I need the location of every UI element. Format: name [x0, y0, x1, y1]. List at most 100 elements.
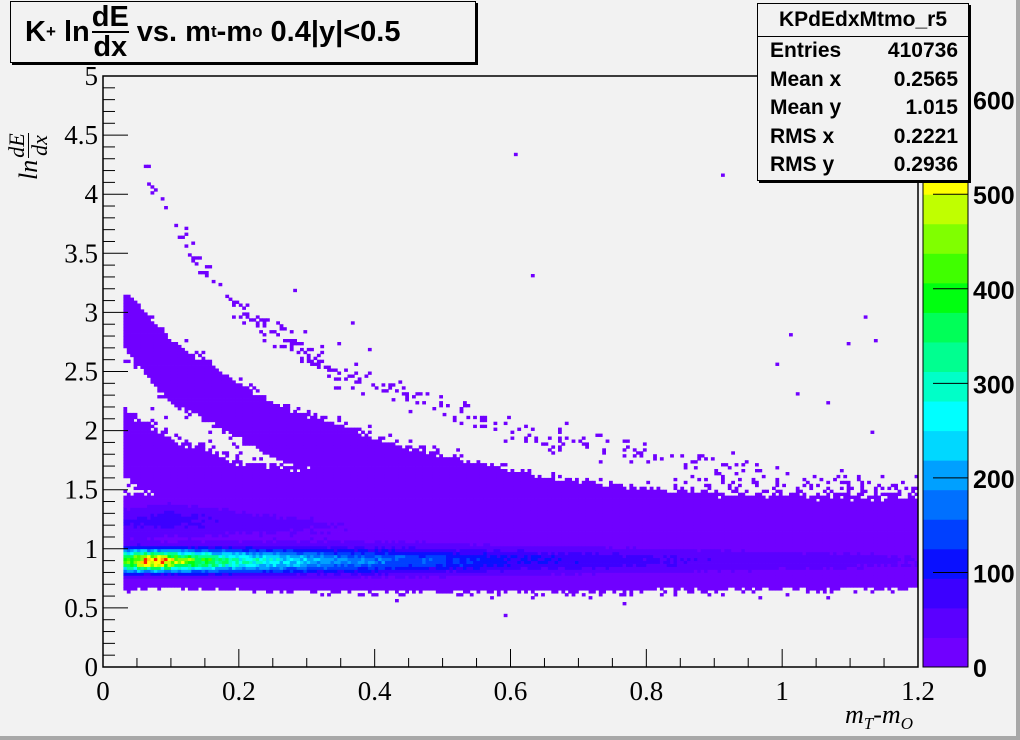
histogram-bin — [306, 507, 311, 511]
histogram-bin — [170, 457, 175, 461]
histogram-bin — [204, 537, 209, 541]
histogram-bin — [300, 498, 304, 502]
histogram-bin — [221, 412, 226, 417]
histogram-bin — [204, 557, 209, 562]
histogram-bin — [218, 418, 223, 423]
histogram-bin — [262, 398, 267, 402]
histogram-bin — [184, 489, 189, 494]
histogram-bin — [252, 504, 257, 508]
histogram-bin — [211, 395, 216, 399]
histogram-bin — [218, 545, 223, 550]
histogram-bin — [235, 389, 240, 393]
histogram-bin — [242, 513, 246, 517]
histogram-bin — [160, 342, 165, 346]
histogram-bin — [184, 474, 189, 479]
histogram-bin — [181, 498, 185, 502]
histogram-bin — [137, 466, 141, 470]
histogram-bin — [204, 412, 209, 417]
histogram-bin — [266, 560, 270, 564]
histogram-bin — [316, 557, 321, 562]
histogram-bin — [289, 569, 294, 573]
histogram-bin — [252, 554, 257, 559]
histogram-bin — [238, 492, 243, 497]
histogram-bin — [191, 519, 196, 523]
histogram-bin — [143, 539, 148, 544]
histogram-bin — [269, 534, 274, 538]
histogram-bin — [215, 569, 219, 573]
histogram-bin — [266, 590, 270, 594]
histogram-bin — [279, 451, 284, 455]
histogram-bin — [310, 451, 314, 455]
histogram-bin — [361, 557, 365, 562]
histogram-bin — [374, 560, 379, 564]
histogram-bin — [177, 519, 182, 523]
histogram-bin — [184, 569, 189, 573]
histogram-bin — [187, 584, 192, 588]
histogram-bin — [126, 474, 131, 479]
histogram-bin — [354, 501, 359, 505]
histogram-bin — [289, 578, 294, 582]
histogram-bin — [340, 507, 345, 511]
histogram-bin — [225, 563, 230, 567]
histogram-bin — [225, 389, 230, 393]
histogram-bin — [333, 548, 338, 553]
histogram-bin — [303, 486, 308, 491]
histogram-bin — [245, 483, 250, 488]
histogram-bin — [123, 501, 128, 505]
histogram-bin — [347, 566, 352, 570]
histogram-bin — [269, 445, 274, 449]
histogram-bin — [330, 581, 335, 585]
histogram-bin — [194, 483, 199, 488]
histogram-bin — [344, 531, 348, 535]
histogram-bin — [164, 516, 168, 520]
histogram-bin — [245, 392, 250, 396]
histogram-bin — [133, 557, 138, 562]
histogram-bin — [140, 522, 145, 526]
histogram-bin — [333, 495, 338, 499]
histogram-bin — [347, 560, 352, 564]
histogram-bin — [235, 507, 240, 511]
histogram-bin — [262, 557, 267, 562]
histogram-bin — [157, 492, 162, 497]
histogram-bin — [126, 312, 131, 316]
histogram-bin — [252, 531, 257, 535]
histogram-bin — [201, 563, 206, 567]
histogram-bin — [330, 457, 335, 461]
histogram-bin — [296, 578, 301, 582]
histogram-bin — [279, 557, 284, 562]
histogram-bin — [218, 398, 223, 402]
histogram-bin — [184, 510, 189, 514]
histogram-bin — [140, 433, 145, 437]
histogram-bin — [259, 501, 263, 505]
histogram-bin — [300, 495, 304, 499]
histogram-bin — [276, 542, 280, 547]
histogram-bin — [123, 424, 128, 429]
histogram-bin — [218, 531, 223, 535]
histogram-bin — [306, 480, 311, 485]
histogram-bin — [225, 418, 230, 423]
histogram-bin — [147, 327, 151, 331]
histogram-bin — [184, 557, 189, 562]
histogram-bin — [252, 498, 257, 502]
histogram-bin — [123, 427, 128, 431]
histogram-bin — [177, 386, 182, 390]
histogram-bin — [249, 442, 253, 446]
histogram-bin — [174, 519, 179, 523]
histogram-bin — [201, 542, 206, 547]
histogram-bin — [323, 463, 328, 467]
histogram-bin — [364, 457, 369, 461]
histogram-bin — [187, 463, 192, 467]
histogram-bin — [218, 424, 223, 429]
histogram-bin — [354, 554, 359, 559]
histogram-bin — [286, 539, 291, 544]
histogram-bin — [242, 483, 246, 488]
histogram-bin — [160, 377, 165, 381]
histogram-bin — [266, 531, 270, 535]
histogram-bin — [350, 489, 355, 494]
histogram-bin — [350, 542, 355, 547]
histogram-bin — [170, 442, 175, 446]
histogram-bin — [157, 572, 162, 576]
histogram-bin — [306, 430, 311, 434]
histogram-bin — [184, 477, 189, 482]
histogram-bin — [252, 430, 257, 434]
